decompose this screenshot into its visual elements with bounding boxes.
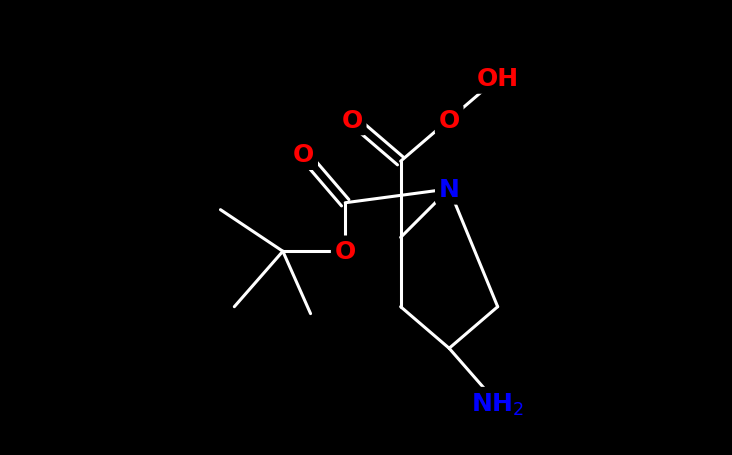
Text: O: O [438, 108, 460, 132]
Text: N: N [438, 177, 460, 202]
Text: O: O [335, 240, 356, 264]
Text: O: O [342, 108, 363, 132]
Text: O: O [293, 143, 314, 167]
Text: OH: OH [477, 67, 519, 91]
Text: NH$_2$: NH$_2$ [471, 391, 524, 417]
